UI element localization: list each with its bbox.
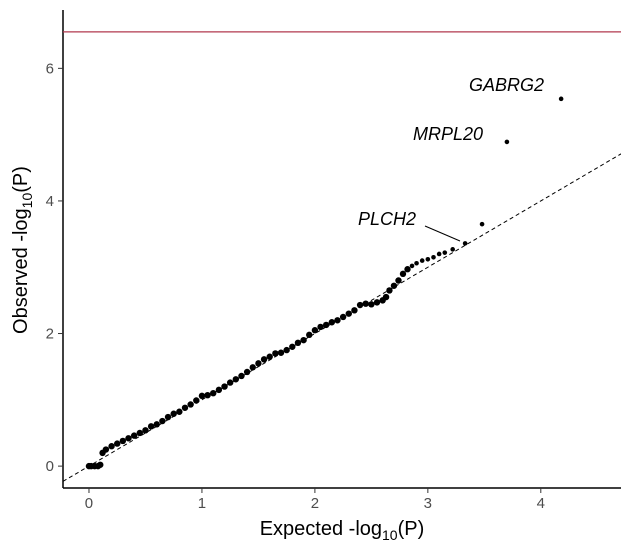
point	[479, 221, 485, 227]
annotation: PLCH2	[358, 209, 416, 229]
point	[300, 336, 307, 344]
point	[142, 427, 149, 434]
x-tick-label: 3	[424, 495, 432, 512]
point	[409, 263, 415, 269]
point	[306, 331, 313, 339]
point	[147, 423, 155, 430]
y-tick-label: 6	[46, 60, 54, 77]
point	[119, 437, 127, 445]
point	[221, 383, 228, 390]
point	[322, 321, 330, 329]
point	[125, 435, 132, 442]
point	[272, 350, 279, 357]
y-tick-label: 4	[46, 193, 54, 210]
point	[249, 364, 256, 371]
point	[108, 443, 115, 450]
point	[243, 368, 251, 376]
y-tick-label: 0	[46, 458, 54, 475]
point	[130, 432, 138, 439]
x-label-sub: 10	[382, 527, 398, 543]
x-tick-label: 4	[537, 495, 545, 512]
point	[97, 461, 104, 468]
point	[386, 287, 393, 294]
annotation: MRPL20	[413, 124, 483, 144]
point	[404, 266, 411, 273]
point	[114, 440, 121, 447]
point	[419, 258, 425, 263]
point	[102, 446, 110, 453]
point	[431, 254, 436, 260]
point	[425, 256, 431, 262]
x-label-text: (P)	[398, 518, 425, 540]
point	[382, 293, 390, 301]
point	[395, 277, 402, 284]
y-label-text: (P)	[10, 166, 32, 193]
point	[136, 429, 144, 437]
point	[345, 310, 352, 317]
point	[153, 421, 160, 428]
point	[226, 379, 234, 386]
point	[232, 376, 240, 383]
annotation-leader	[424, 225, 461, 242]
point	[414, 260, 419, 266]
point	[170, 410, 177, 417]
point	[328, 319, 336, 326]
point	[317, 323, 324, 331]
point	[266, 353, 273, 360]
point	[238, 372, 245, 380]
point	[176, 408, 183, 415]
point	[159, 417, 166, 425]
point	[450, 247, 455, 252]
point	[399, 270, 407, 278]
point	[210, 389, 217, 397]
point	[339, 313, 347, 321]
point	[436, 251, 442, 257]
point	[294, 339, 302, 347]
point	[215, 386, 223, 394]
x-tick-label: 1	[198, 495, 206, 512]
point	[198, 392, 206, 400]
point	[255, 360, 262, 367]
point	[362, 300, 369, 307]
point	[289, 343, 296, 350]
x-label-text: Expected -log	[260, 518, 382, 540]
point	[260, 356, 268, 363]
point	[277, 349, 285, 356]
point	[462, 241, 468, 246]
x-tick-label: 2	[311, 495, 319, 512]
x-axis-label: Expected -log10(P)	[260, 518, 425, 543]
y-axis-label: Observed -log10(P)	[10, 166, 35, 334]
x-tick-label: 0	[85, 495, 93, 512]
point	[368, 301, 375, 308]
point	[390, 282, 398, 289]
point	[504, 139, 510, 145]
point	[334, 317, 341, 324]
y-label-sub: 10	[19, 193, 35, 209]
point	[311, 327, 319, 334]
point	[373, 299, 381, 306]
point	[351, 307, 358, 314]
point	[558, 96, 564, 102]
point	[204, 391, 211, 399]
point	[187, 401, 194, 408]
y-label-text: Observed -log	[10, 208, 32, 334]
point	[442, 250, 448, 255]
point	[181, 404, 189, 411]
y-tick-label: 2	[46, 326, 54, 343]
point	[283, 346, 290, 354]
point	[356, 301, 364, 309]
annotation: GABRG2	[469, 75, 544, 95]
point	[164, 413, 172, 421]
point	[193, 397, 200, 404]
